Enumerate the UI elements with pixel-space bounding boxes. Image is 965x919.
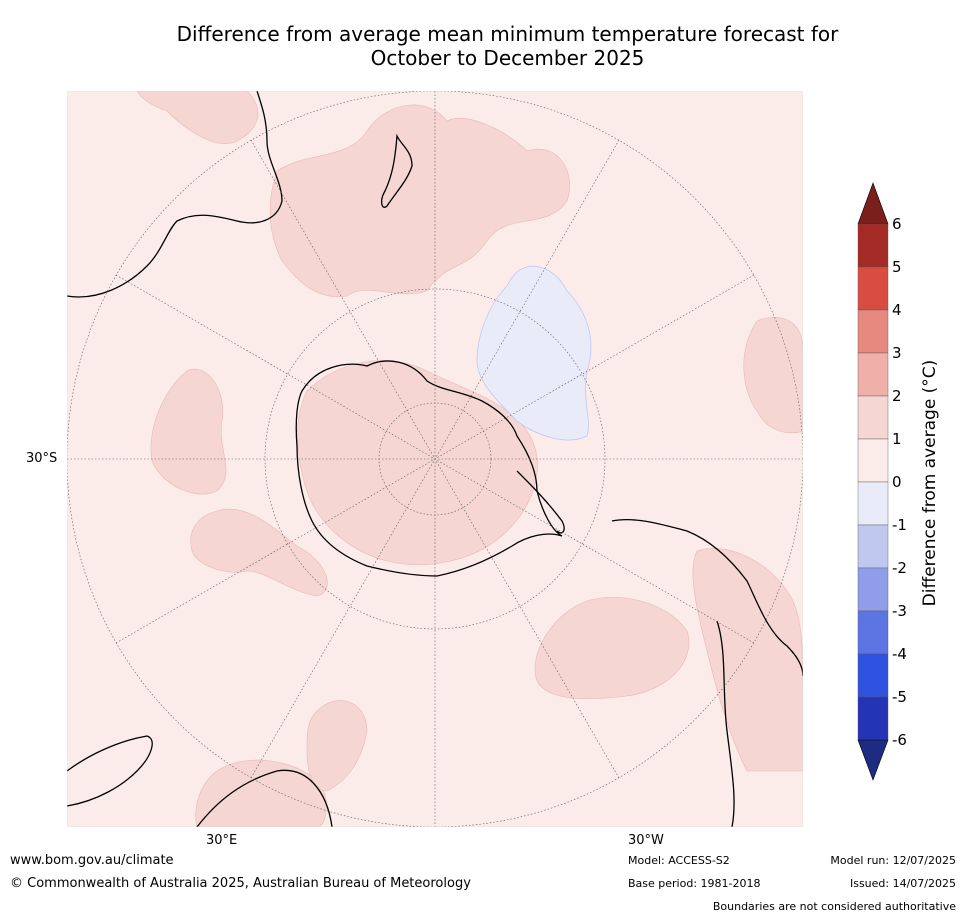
warm-region-indian-west xyxy=(150,368,227,495)
colorbar xyxy=(857,182,889,781)
colorbar-tick-label: -4 xyxy=(892,645,907,663)
polar-map xyxy=(67,91,803,827)
colorbar-tick-label: 3 xyxy=(892,344,902,362)
colorbar-tick-label: 4 xyxy=(892,301,902,319)
colorbar-segment xyxy=(857,567,889,612)
antarctica-coastline xyxy=(295,360,563,577)
footer-disclaimer: Boundaries are not considered authoritat… xyxy=(712,900,956,913)
colorbar-tick-label: 5 xyxy=(892,258,902,276)
warm-region-south-america xyxy=(692,548,803,772)
warm-region-north xyxy=(136,91,259,144)
footer-model: Model: ACCESS-S2 xyxy=(628,854,730,867)
footer-copyright: © Commonwealth of Australia 2025, Austra… xyxy=(10,876,471,891)
colorbar-segment xyxy=(857,610,889,655)
warm-region-pacific xyxy=(269,104,570,298)
colorbar-tick-label: 0 xyxy=(892,473,902,491)
map-title-line2: October to December 2025 xyxy=(370,46,645,70)
colorbar-segment xyxy=(857,223,889,268)
graticule xyxy=(67,91,803,827)
warm-anomaly-regions xyxy=(136,91,803,827)
latitude-label-30s: 30°S xyxy=(26,451,58,466)
longitude-label-30w: 30°W xyxy=(628,833,664,848)
coastlines xyxy=(67,91,803,827)
warm-region-atlantic-south xyxy=(534,596,690,700)
footer-issued: Issued: 14/07/2025 xyxy=(849,877,956,890)
warm-region-atlantic-east xyxy=(743,316,803,434)
cool-anomaly-region xyxy=(476,265,592,441)
colorbar-segment xyxy=(857,266,889,311)
colorbar-segment xyxy=(857,696,889,741)
footer-base-period: Base period: 1981-2018 xyxy=(628,877,761,890)
colorbar-over-triangle xyxy=(857,182,889,225)
new-zealand-coastline xyxy=(381,133,413,208)
colorbar-under-triangle xyxy=(857,739,889,781)
colorbar-segment xyxy=(857,309,889,354)
colorbar-tick-label: -6 xyxy=(892,731,907,749)
colorbar-segment xyxy=(857,352,889,397)
map-title-line1: Difference from average mean minimum tem… xyxy=(176,22,839,46)
warm-region-indian-south xyxy=(190,508,328,597)
footer-url[interactable]: www.bom.gov.au/climate xyxy=(10,853,174,868)
colorbar-segment xyxy=(857,653,889,698)
latitude-circle-45s xyxy=(264,288,606,630)
africa-coastline xyxy=(67,735,333,827)
colorbar-tick-label: 1 xyxy=(892,430,902,448)
colorbar-tick-label: -2 xyxy=(892,559,907,577)
south-america-coastline xyxy=(611,519,803,827)
footer-model-run: Model run: 12/07/2025 xyxy=(830,854,956,867)
warm-region-south-central xyxy=(306,700,368,792)
colorbar-tick-label: -3 xyxy=(892,602,907,620)
warm-region-antarctica xyxy=(297,360,538,566)
colorbar-tick-label: -5 xyxy=(892,688,907,706)
australia-coastline xyxy=(67,91,283,298)
colorbar-segment xyxy=(857,395,889,440)
meridian-line-6 xyxy=(115,274,755,644)
colorbar-segment xyxy=(857,438,889,483)
longitude-label-30e: 30°E xyxy=(206,833,238,848)
antarctic-peninsula-coastline xyxy=(516,470,565,534)
colorbar-tick-label: 6 xyxy=(892,215,902,233)
colorbar-tick-label: -1 xyxy=(892,516,907,534)
colorbar-segment xyxy=(857,481,889,526)
colorbar-segment xyxy=(857,524,889,569)
colorbar-tick-label: 2 xyxy=(892,387,902,405)
colorbar-title: Difference from average (°C) xyxy=(920,359,940,607)
